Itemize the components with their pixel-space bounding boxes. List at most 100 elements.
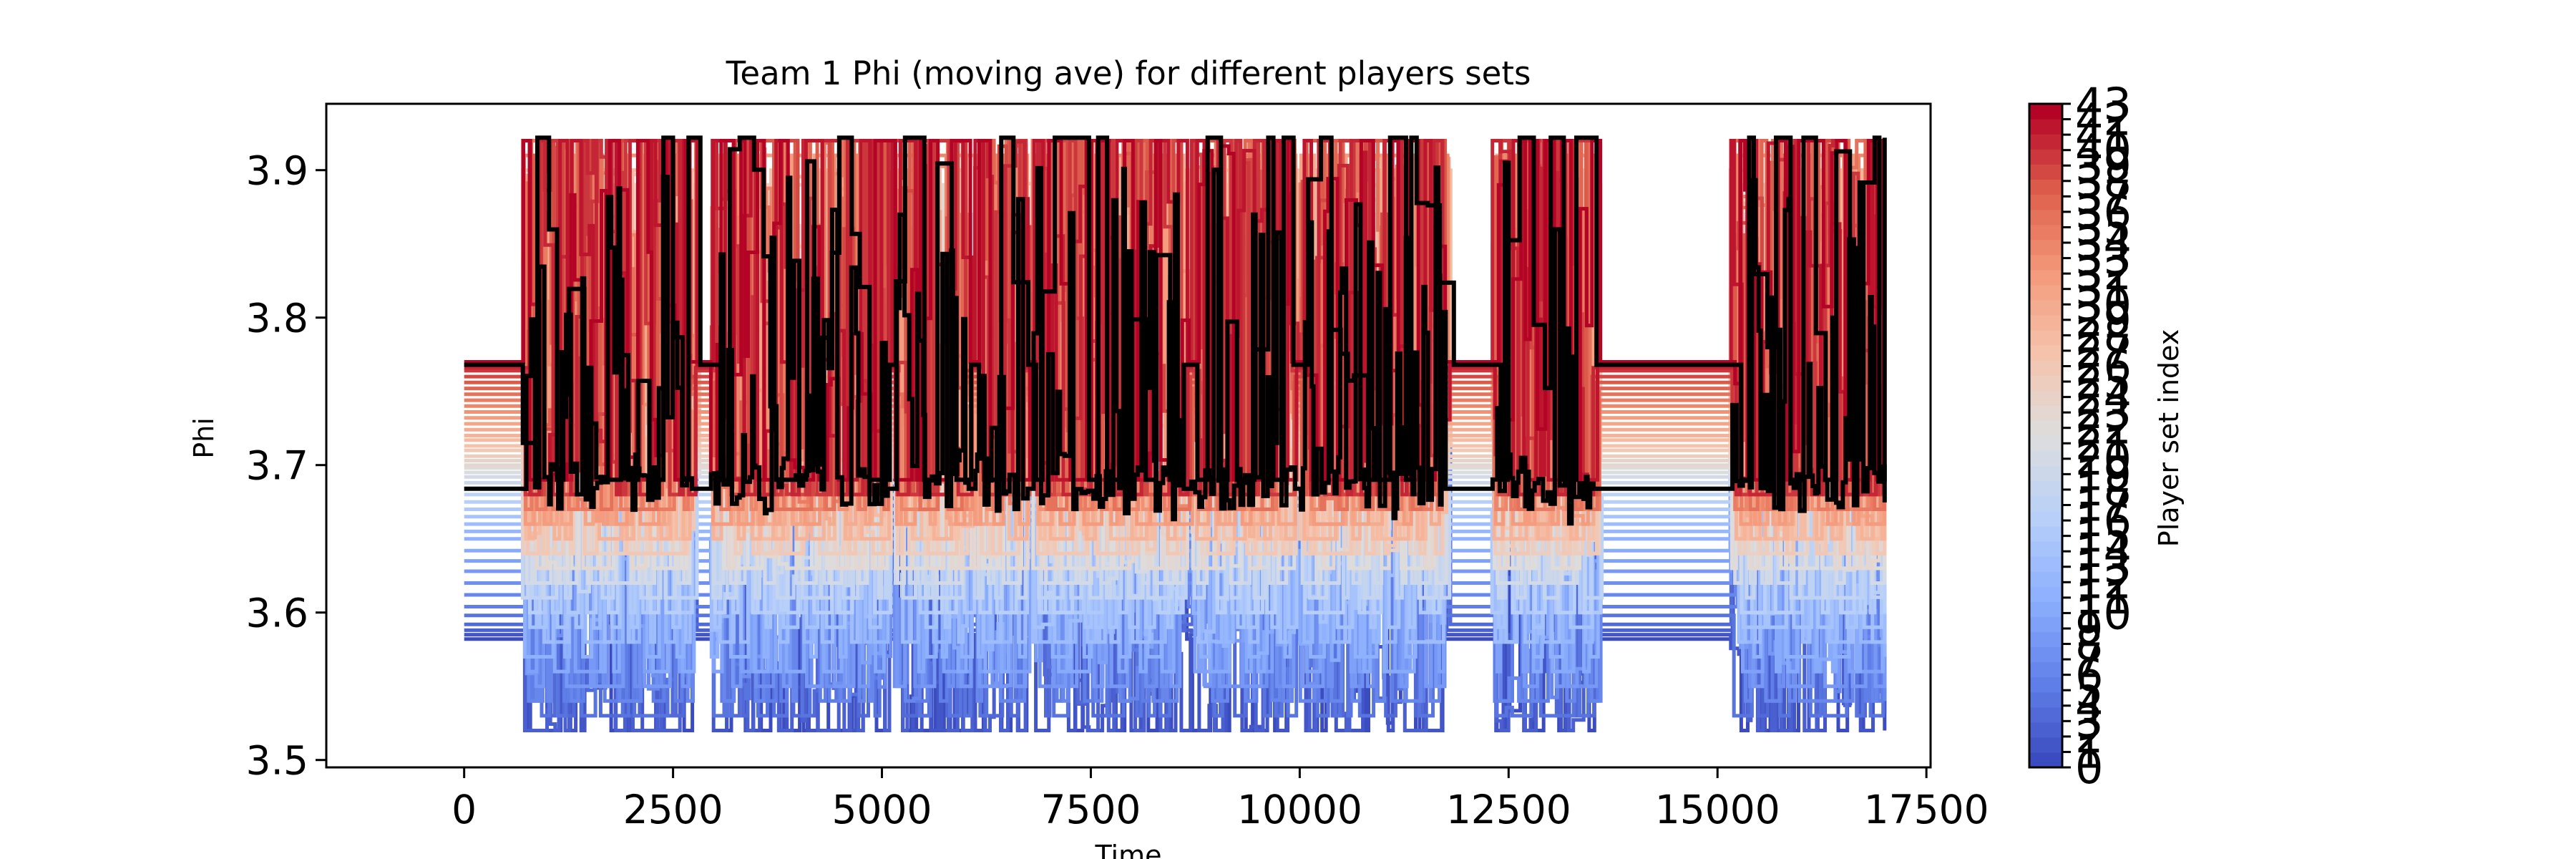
x-tick-label: 10000: [1237, 787, 1362, 833]
colorbar-swatch: [2029, 465, 2062, 482]
colorbar-swatch: [2029, 661, 2062, 678]
colorbar-swatch: [2029, 149, 2062, 165]
colorbar-swatch: [2029, 375, 2062, 391]
colorbar-swatch: [2029, 239, 2062, 256]
series-line: [464, 153, 1887, 526]
colorbar-tick-label: 21: [2075, 417, 2132, 470]
colorbar-tick-label: 35: [2075, 201, 2132, 253]
colorbar-tick-label: 39: [2075, 140, 2132, 192]
colorbar-tick-label: 42: [2075, 94, 2132, 146]
colorbar-tick-label: 12: [2075, 556, 2132, 608]
colorbar-swatch: [2029, 194, 2062, 210]
colorbar-tick-label: 23: [2075, 387, 2132, 439]
colorbar-swatch: [2029, 299, 2062, 316]
y-axis-ticks: 3.5 3.6 3.7 3.8 3.9: [246, 148, 326, 784]
colorbar-tick-label: 17: [2075, 480, 2132, 532]
colorbar-tick-label: 34: [2075, 217, 2132, 269]
colorbar-swatch: [2029, 405, 2062, 422]
colorbar-tick-label: 33: [2075, 233, 2132, 285]
colorbar-tick-label: 43: [2075, 78, 2132, 130]
colorbar-tick-label: 31: [2075, 263, 2132, 316]
colorbar-tick-label: 8: [2075, 618, 2103, 671]
colorbar-tick-label: 18: [2075, 464, 2132, 516]
colorbar-swatch: [2029, 722, 2062, 738]
colorbar-swatch: [2029, 164, 2062, 180]
x-axis-label: Time: [1095, 840, 1162, 859]
colorbar-tick-label: 2: [2075, 711, 2103, 763]
colorbar-tick-label: 11: [2075, 572, 2132, 624]
series-line: [464, 139, 1887, 511]
x-tick-label: 5000: [832, 787, 932, 833]
series-line: [464, 345, 1887, 703]
colorbar-swatch: [2029, 179, 2062, 195]
colorbar-swatch: [2029, 209, 2062, 225]
colorbar-tick-label: 13: [2075, 541, 2132, 593]
colorbar-swatch: [2029, 510, 2062, 527]
colorbar-tick-label: 28: [2075, 309, 2132, 361]
colorbar-tick-label: 36: [2075, 186, 2132, 238]
colorbar-swatch: [2029, 752, 2062, 768]
colorbar-tick-label: 22: [2075, 402, 2132, 455]
x-tick-label: 7500: [1040, 787, 1141, 833]
colorbar-tick-label: 25: [2075, 356, 2132, 408]
colorbar-swatch: [2029, 495, 2062, 512]
colorbar-tick-label: 38: [2075, 155, 2132, 208]
colorbar-tick-label: 5: [2075, 664, 2103, 717]
colorbar-tick-label: 32: [2075, 248, 2132, 300]
colorbar-swatch: [2029, 224, 2062, 241]
plot-frame: [325, 102, 1932, 769]
colorbar-swatch: [2029, 134, 2062, 150]
x-tick-label: 2500: [623, 787, 723, 833]
colorbar-tick-label: 20: [2075, 433, 2132, 485]
colorbar-frame: [2028, 102, 2064, 769]
colorbar-tick-label: 24: [2075, 372, 2132, 424]
colorbar-swatch: [2029, 420, 2062, 437]
colorbar-swatch: [2029, 601, 2062, 617]
highlight-series-line: [464, 135, 1887, 482]
highlight-series-line: [464, 160, 1887, 526]
colorbar-swatch: [2029, 540, 2062, 557]
highlight-layer: [464, 135, 1887, 526]
x-tick-label: 17500: [1864, 787, 1989, 833]
colorbar-swatch: [2029, 737, 2062, 753]
colorbar-swatch: [2029, 525, 2062, 542]
colorbar-swatch: [2029, 345, 2062, 361]
colorbar-tick-label: 3: [2075, 695, 2103, 747]
chart-title: Team 1 Phi (moving ave) for different pl…: [726, 54, 1531, 92]
colorbar-swatch: [2029, 480, 2062, 497]
y-axis-label: Phi: [188, 417, 220, 459]
x-tick-label: 15000: [1655, 787, 1780, 833]
colorbar-swatch: [2029, 707, 2062, 723]
colorbar-swatch: [2029, 360, 2062, 376]
x-tick-label: 0: [452, 787, 477, 833]
colorbar-swatch: [2029, 390, 2062, 406]
colorbar-swatch: [2029, 586, 2062, 602]
colorbar-tick-label: 40: [2075, 125, 2132, 177]
x-tick-label: 12500: [1446, 787, 1571, 833]
colorbar-swatch: [2029, 691, 2062, 708]
colorbar-tick-label: 14: [2075, 525, 2132, 578]
colorbar-tick-label: 41: [2075, 109, 2132, 161]
colorbar-tick-label: 9: [2075, 603, 2103, 655]
y-tick-label: 3.8: [246, 296, 308, 341]
colorbar-swatch: [2029, 104, 2062, 120]
colorbar-tick-label: 0: [2075, 742, 2103, 794]
colorbar-swatch: [2029, 119, 2062, 135]
colorbar-tick-label: 10: [2075, 587, 2132, 639]
colorbar-tick-label: 7: [2075, 634, 2103, 686]
colorbar-tick-label: 37: [2075, 170, 2132, 223]
y-tick-label: 3.6: [246, 591, 308, 636]
colorbar-swatch: [2029, 616, 2062, 632]
colorbar-swatch: [2029, 631, 2062, 648]
colorbar-tick-label: 29: [2075, 294, 2132, 346]
colorbar-swatch: [2029, 556, 2062, 572]
colorbar-ticks: 0123456789101112131415161718192021222324…: [2062, 78, 2132, 794]
colorbar-swatch: [2029, 330, 2062, 346]
y-tick-label: 3.9: [246, 148, 308, 194]
colorbar-swatch: [2029, 314, 2062, 331]
colorbar-swatch: [2029, 450, 2062, 467]
colorbar-tick-label: 6: [2075, 649, 2103, 702]
colorbar-tick-label: 4: [2075, 680, 2103, 732]
colorbar-swatch: [2029, 284, 2062, 301]
x-axis-ticks: 0 2500 5000 7500 10000 12500 15000 17500: [452, 767, 1989, 833]
